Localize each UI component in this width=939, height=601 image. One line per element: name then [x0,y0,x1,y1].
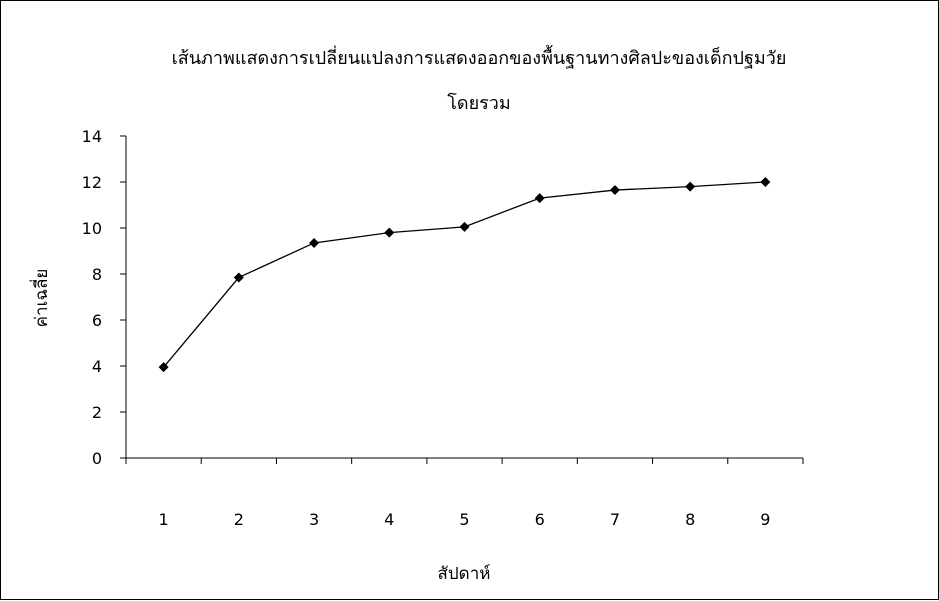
y-axis-title: ค่าเฉลี่ย [29,269,52,328]
data-point-marker [233,272,244,283]
data-point-marker [760,177,771,187]
data-point-marker [609,185,620,196]
data-point-marker [685,181,696,192]
x-tick-label: 6 [535,510,545,529]
chart-title: เส้นภาพแสดงการเปลี่ยนแปลงการแสดงออกของพื… [172,45,787,69]
data-point-marker [158,362,169,373]
x-tick-label: 1 [159,510,169,529]
x-tick-label: 9 [760,510,770,529]
series-line [163,181,766,368]
series-group [158,177,771,373]
x-axis-title: สัปดาห์ [438,564,491,584]
y-tick-label: 0 [92,449,102,468]
y-tick-label: 4 [92,357,102,376]
y-tick-label: 6 [92,311,102,330]
x-tick-label: 4 [384,510,394,529]
data-point-marker [384,227,395,238]
y-tick-label: 10 [82,219,102,238]
y-tick-label: 12 [82,173,102,192]
x-tick-label: 2 [234,510,244,529]
y-tick-label: 2 [92,403,102,422]
y-tick-label: 8 [92,265,102,284]
data-point-marker [459,221,470,232]
x-tick-label: 5 [459,510,469,529]
chart-subtitle: โดยรวม [447,92,511,114]
x-tick-labels: 1 2 3 4 5 6 7 8 9 [125,458,804,529]
data-point-marker [534,193,545,204]
data-point-marker [309,237,320,248]
y-tick-label: 14 [82,127,102,146]
x-tick-label: 7 [610,510,620,529]
x-tick-label: 3 [309,510,319,529]
x-tick-label: 8 [685,510,695,529]
y-tick-labels: 0 2 4 6 8 10 12 14 [82,127,126,468]
axes [125,136,803,459]
